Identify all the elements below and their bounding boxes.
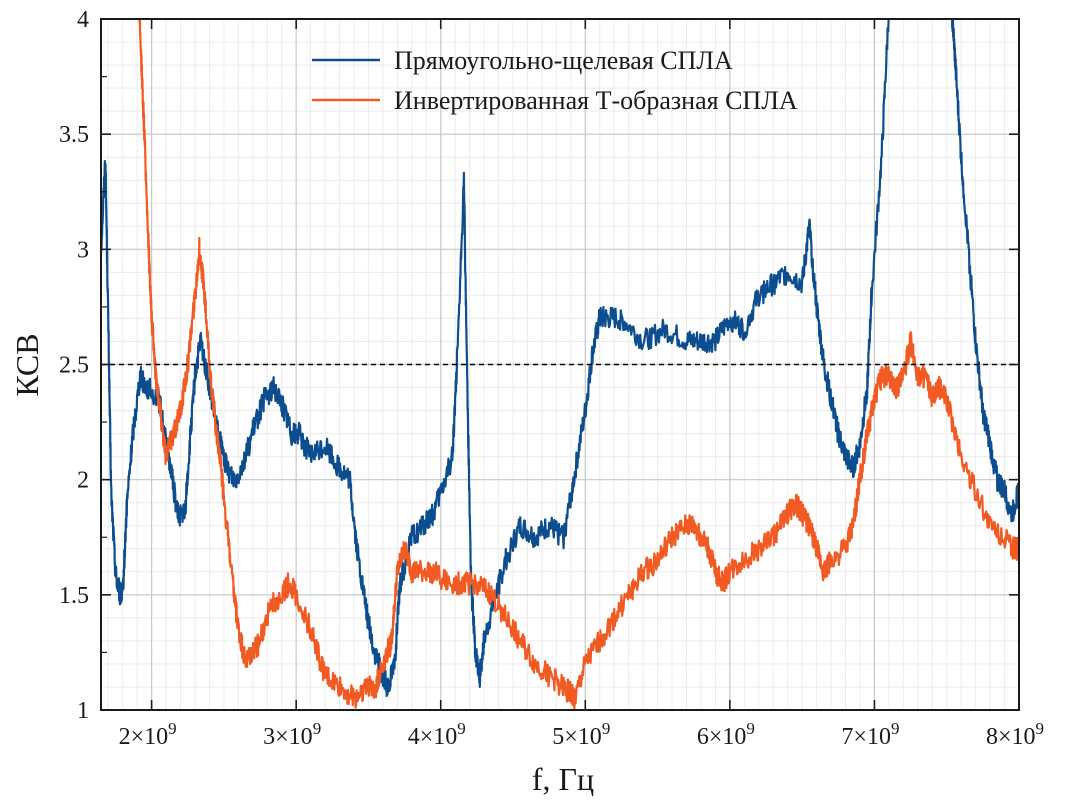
x-tick-label: 2×109 <box>119 719 177 750</box>
x-tick-labels: 2×109 3×109 4×109 5×109 6×109 7×109 8×109 <box>119 719 1044 750</box>
y-tick-label: 4 <box>77 7 89 33</box>
legend-label-series-1: Прямоугольно-щелевая СПЛА <box>394 46 733 75</box>
x-axis-title: f, Гц <box>532 761 594 797</box>
legend-label-series-2: Инвертированная Т-образная СПЛА <box>394 86 798 115</box>
y-tick-label: 2 <box>77 468 89 494</box>
x-tick-label: 3×109 <box>263 719 321 750</box>
series-layer <box>101 19 1019 710</box>
x-tick-label: 4×109 <box>408 719 466 750</box>
x-tick-label: 6×109 <box>697 719 755 750</box>
x-tick-label: 5×109 <box>552 719 610 750</box>
y-axis-title: КСВ <box>9 333 45 396</box>
series-line-2 <box>138 19 1019 710</box>
y-tick-label: 1 <box>77 698 89 724</box>
y-tick-label: 1.5 <box>59 583 89 609</box>
legend: Прямоугольно-щелевая СПЛА Инвертированна… <box>312 46 798 115</box>
x-tick-label: 8×109 <box>986 719 1044 750</box>
series-line-1 <box>101 19 1019 698</box>
y-tick-label: 3.5 <box>59 122 89 148</box>
y-tick-label: 2.5 <box>59 353 89 379</box>
x-tick-label: 7×109 <box>841 719 899 750</box>
axis-ticks <box>101 18 1020 711</box>
y-tick-labels: 1 1.5 2 2.5 3 3.5 4 <box>59 7 89 724</box>
y-tick-label: 3 <box>77 237 89 263</box>
